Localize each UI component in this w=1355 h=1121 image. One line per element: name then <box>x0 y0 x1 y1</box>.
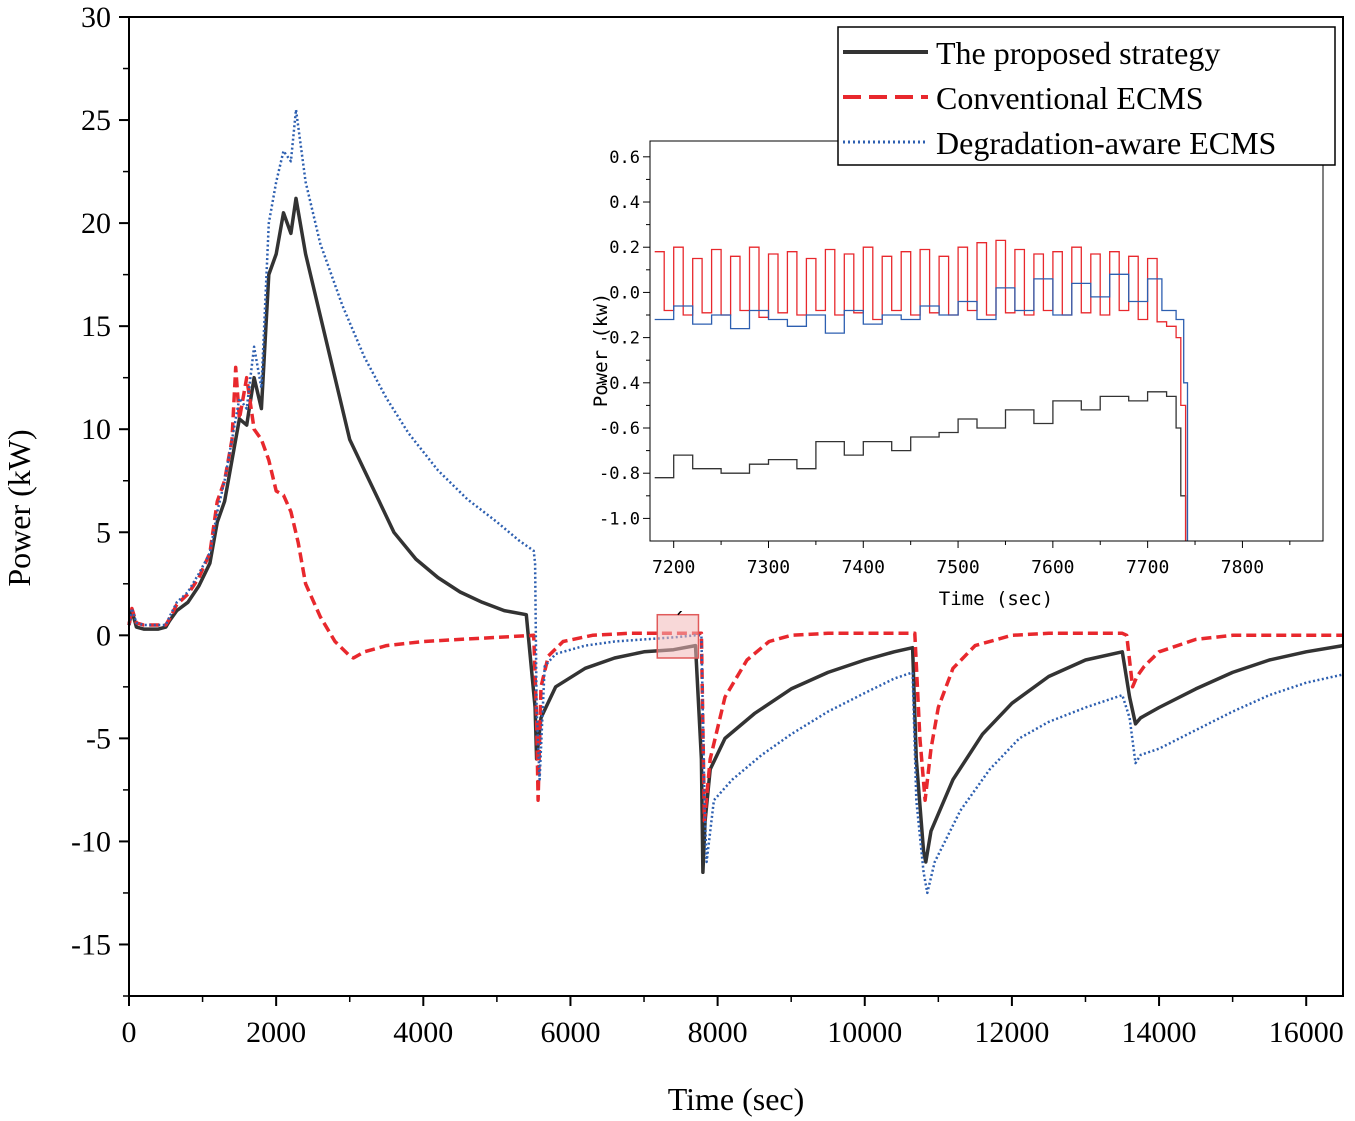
legend: The proposed strategy Conventional ECMS … <box>837 26 1336 166</box>
inset-x-tick-label: 7700 <box>1126 557 1169 578</box>
inset-y-tick-label: -0.8 <box>599 464 640 484</box>
inset-background <box>590 137 1329 611</box>
main-ticks: 0 2000 4000 6000 8000 10000 12000 14000 16000 -15… <box>71 1 1344 1049</box>
inset-series <box>654 239 1189 541</box>
main-x-tick-label: 16000 <box>1269 1016 1344 1049</box>
main-x-tick-label: 14000 <box>1122 1016 1197 1049</box>
main-y-tick-label: 5 <box>96 516 111 549</box>
main-plot-frame <box>128 16 1344 997</box>
inset-x-tick-label: 7300 <box>747 557 790 578</box>
inset-ticks: 7200 7300 7400 7500 7600 7700 7800 -1.0 -0.8 -0.6… <box>599 148 1291 578</box>
inset-series-line-0 <box>654 391 1187 541</box>
main-x-tick-label: 0 <box>122 1016 137 1049</box>
main-y-tick-label: -5 <box>86 722 111 755</box>
inset-x-tick-label: 7400 <box>842 557 885 578</box>
main-x-tick-label: 6000 <box>540 1016 600 1049</box>
main-x-axis-label: Time (sec) <box>668 1081 805 1117</box>
legend-label-proposed: The proposed strategy <box>936 35 1220 71</box>
legend-label-conventional: Conventional ECMS <box>936 80 1204 116</box>
main-series-line-0 <box>127 196 1344 875</box>
inset-y-tick-label: -1.0 <box>599 509 640 529</box>
main-x-tick-label: 4000 <box>393 1016 453 1049</box>
inset-x-axis-label: Time (sec) <box>939 588 1053 610</box>
main-y-tick-label: 30 <box>81 1 111 34</box>
inset-y-tick-label: -0.6 <box>599 419 640 439</box>
main-y-axis-label: Power (kW) <box>1 429 37 586</box>
main-x-tick-label: 10000 <box>827 1016 902 1049</box>
inset-x-tick-label: 7200 <box>652 557 695 578</box>
main-series-line-1 <box>127 365 1343 823</box>
inset-y-tick-label: -0.4 <box>599 374 640 394</box>
inset-x-tick-label: 7800 <box>1221 557 1264 578</box>
inset-y-axis-label: Power (kw) <box>590 293 612 407</box>
inset-y-tick-label: 0.4 <box>609 193 640 213</box>
inset-x-tick-label: 7500 <box>936 557 979 578</box>
main-x-tick-label: 8000 <box>688 1016 748 1049</box>
main-series-line-2 <box>127 108 1344 895</box>
main-y-tick-label: -10 <box>71 825 111 858</box>
legend-label-degradation: Degradation-aware ECMS <box>936 125 1276 161</box>
inset-series-line-2 <box>654 273 1189 541</box>
main-x-tick-label: 2000 <box>246 1016 306 1049</box>
main-y-tick-label: 10 <box>81 413 111 446</box>
inset-y-tick-label: -0.2 <box>599 329 640 349</box>
main-y-tick-label: -15 <box>71 928 111 961</box>
main-y-tick-label: 25 <box>81 104 111 137</box>
inset-y-tick-label: 0.0 <box>609 283 640 303</box>
main-x-tick-label: 12000 <box>974 1016 1049 1049</box>
inset-y-tick-label: 0.2 <box>609 238 640 258</box>
main-y-tick-label: 0 <box>96 619 111 652</box>
zoom-region-box <box>656 613 700 659</box>
main-y-tick-label: 15 <box>81 310 111 343</box>
main-series <box>127 108 1344 895</box>
inset-x-tick-label: 7600 <box>1031 557 1074 578</box>
inset-y-tick-label: 0.6 <box>609 148 640 168</box>
main-y-tick-label: 20 <box>81 207 111 240</box>
